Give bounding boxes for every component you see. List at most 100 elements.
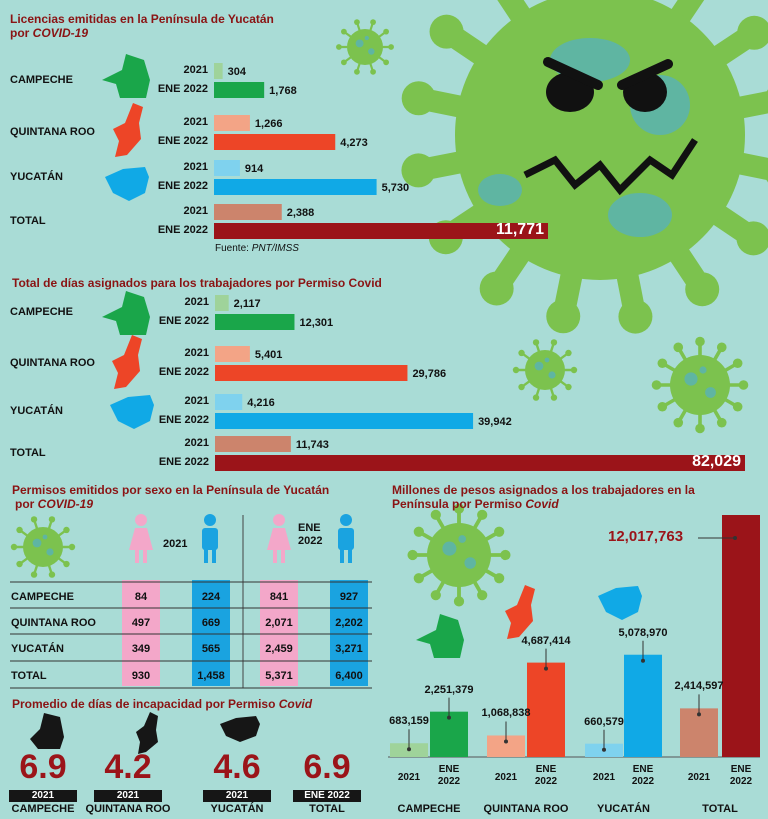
dias-region-label: YUCATÁN — [10, 405, 63, 417]
pesos-bar — [624, 654, 662, 757]
virus-spike-tip — [673, 342, 684, 353]
virus-spike-tip — [10, 543, 18, 551]
pesos-xtick: 2021 — [592, 772, 616, 783]
licencias-bar — [214, 82, 265, 98]
dias-year-label: 2021 — [184, 437, 209, 449]
licencias-value-label: 1,266 — [254, 118, 283, 130]
licencias-region-label: CAMPECHE — [10, 74, 73, 86]
virus-icon — [651, 336, 749, 434]
avg-map — [136, 712, 158, 754]
licencias-map — [113, 103, 143, 157]
dias-year-label: ENE 2022 — [158, 456, 209, 468]
section3-title-line2: por COVID-19 — [12, 497, 329, 511]
person-leg — [143, 549, 147, 563]
section3-title-line1: Permisos emitidos por sexo en la Penínsu… — [12, 483, 330, 497]
section1-title: Licencias emitidas en la Península de Yu… — [10, 12, 274, 40]
pesos-leader-dot — [407, 747, 411, 752]
pesos-xtick: ENE — [632, 764, 654, 775]
virus-spike-tip — [453, 596, 465, 607]
virus-spike-tip — [546, 299, 581, 334]
dias-map — [112, 335, 142, 389]
person-leg — [204, 549, 208, 563]
table-cell: 3,271 — [335, 643, 363, 655]
virus-spike-tip — [429, 14, 464, 49]
dias-year-label: ENE 2022 — [158, 315, 209, 327]
virus-spike-tip — [732, 401, 743, 412]
table-col-2022: ENE 2022 — [298, 522, 323, 547]
virus-body — [427, 523, 491, 587]
virus-spike-tip — [532, 394, 540, 401]
pesos-leader-dot — [447, 715, 451, 720]
dias-year-label: 2021 — [184, 347, 209, 359]
table-col-2021: 2021 — [163, 538, 188, 550]
section5-title: Millones de pesos asignados a los trabaj… — [392, 483, 695, 511]
section5-title-prefix: Península por Permiso — [392, 497, 526, 511]
licencias-year-label: 2021 — [183, 161, 208, 173]
licencias-map — [102, 54, 150, 98]
table-row-label: TOTAL — [11, 670, 47, 682]
licencias-bar — [214, 134, 336, 150]
virus-spike-tip — [518, 383, 525, 391]
virus-spike-tip — [354, 19, 360, 26]
table-row-label: YUCATÁN — [11, 643, 64, 655]
section4-title-prefix: Promedio de días de incapacidad por Perm… — [12, 697, 279, 711]
virus-spot — [608, 193, 672, 237]
dias-bar — [215, 413, 474, 429]
dias-bar — [215, 314, 295, 330]
pesos-bar — [487, 735, 525, 757]
virus-spike-tip — [413, 573, 424, 584]
female-icon — [267, 514, 291, 563]
virus-spike-tip — [401, 81, 436, 116]
licencias-bar — [214, 160, 240, 176]
person-leg — [135, 549, 139, 563]
virus-spike-tip — [16, 560, 23, 568]
virus-spike-tip — [370, 68, 376, 75]
virus-spike-tip — [63, 526, 70, 534]
big-virus-icon — [401, 0, 768, 334]
pesos-leader-dot — [697, 712, 701, 717]
male-icon — [202, 514, 218, 563]
virus-spot — [464, 557, 476, 569]
virus-spike-tip — [336, 44, 342, 50]
pesos-xtick: 2021 — [494, 772, 518, 783]
pesos-leader-dot — [641, 658, 645, 663]
section3-title-italic: COVID-19 — [37, 497, 94, 511]
virus-spot — [364, 35, 369, 41]
dias-bar — [215, 394, 243, 410]
quintana-roo-map-icon — [113, 103, 143, 157]
source-italic: PNT/IMSS — [251, 243, 299, 254]
virus-spot — [32, 538, 42, 548]
licencias-region-label: QUINTANA ROO — [10, 126, 95, 138]
source-prefix: Fuente: — [215, 243, 252, 254]
person-torso — [202, 528, 218, 550]
virus-brow — [543, 57, 603, 90]
virus-spike-tip — [354, 68, 360, 75]
virus-spike-tip — [401, 153, 436, 188]
campeche-map-icon — [416, 614, 464, 658]
virus-mouth — [523, 138, 698, 196]
avg-value: 6.9 — [303, 748, 351, 786]
virus-spike-tip — [657, 401, 668, 412]
pesos-value-label: 1,068,838 — [481, 707, 531, 720]
avg-region-label: TOTAL — [309, 803, 345, 815]
virus-spot — [544, 357, 550, 363]
virus-spike-tip — [430, 590, 441, 601]
pesos-region-label: CAMPECHE — [397, 803, 461, 815]
dias-year-label: 2021 — [184, 395, 209, 407]
virus-spike-tip — [651, 380, 662, 390]
virus-spike-tip — [532, 339, 540, 346]
dias-value-label: 11,743 — [295, 439, 329, 451]
pesos-xtick: 2022 — [534, 776, 558, 787]
licencias-bar — [214, 63, 223, 79]
virus-spike-tip — [618, 299, 653, 334]
dias-bar — [215, 346, 250, 362]
pesos-value-label: 12,017,763 — [608, 528, 684, 545]
virus-spike-tip — [565, 383, 572, 391]
virus-spot — [684, 372, 698, 386]
virus-spike-tip — [550, 339, 558, 346]
section1-title-line1: Licencias emitidas en la Península de Yu… — [10, 12, 274, 26]
section1-title-italic: COVID-19 — [32, 26, 89, 40]
table-row-label: CAMPECHE — [11, 591, 74, 603]
virus-spike-tip — [341, 59, 347, 66]
